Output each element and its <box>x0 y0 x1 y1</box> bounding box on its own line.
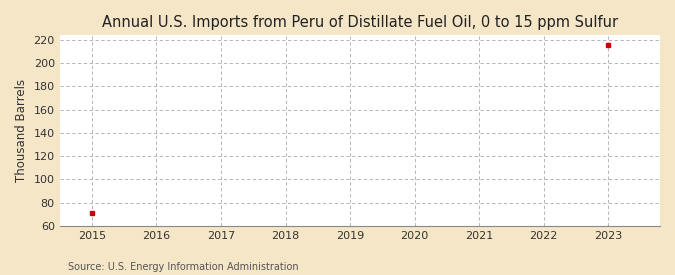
Y-axis label: Thousand Barrels: Thousand Barrels <box>15 79 28 182</box>
Text: Source: U.S. Energy Information Administration: Source: U.S. Energy Information Administ… <box>68 262 298 272</box>
Title: Annual U.S. Imports from Peru of Distillate Fuel Oil, 0 to 15 ppm Sulfur: Annual U.S. Imports from Peru of Distill… <box>102 15 618 30</box>
